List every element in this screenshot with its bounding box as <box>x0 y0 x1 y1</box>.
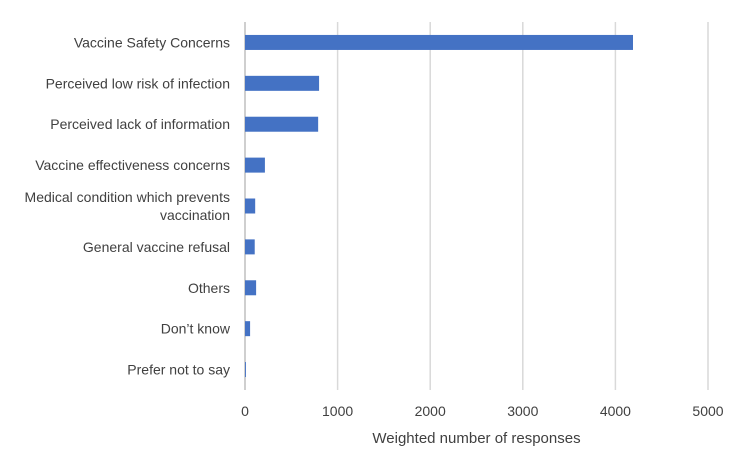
category-label: Medical condition which prevents vaccinat… <box>25 189 230 223</box>
x-tick-label: 1000 <box>322 403 353 419</box>
bar <box>245 280 257 296</box>
x-axis-title: Weighted number of responses <box>372 430 580 447</box>
category-labels: Vaccine Safety Concerns Perceived low ris… <box>25 34 231 377</box>
bar <box>245 116 319 132</box>
x-tick-label: 3000 <box>507 403 538 419</box>
bar <box>245 321 251 337</box>
x-tick-label: 4000 <box>600 403 631 419</box>
category-label: Others <box>188 280 230 296</box>
x-tick-label: 2000 <box>415 403 446 419</box>
x-tick-label: 5000 <box>692 403 723 419</box>
bar <box>245 34 633 50</box>
category-label: Vaccine Safety Concerns <box>74 34 230 50</box>
category-label: General vaccine refusal <box>83 239 230 255</box>
bar <box>245 362 246 378</box>
category-label: Don’t know <box>161 321 231 337</box>
category-label: Perceived low risk of infection <box>46 75 230 91</box>
bar <box>245 75 320 91</box>
bars <box>245 34 633 378</box>
x-tick-labels: 0 1000 2000 3000 4000 5000 <box>241 403 724 419</box>
bar <box>245 239 255 255</box>
category-label: Vaccine effectiveness concerns <box>35 157 230 173</box>
category-label: Perceived lack of information <box>50 116 230 132</box>
x-tick-label: 0 <box>241 403 249 419</box>
bar <box>245 157 265 173</box>
category-label: Prefer not to say <box>127 362 230 378</box>
bar <box>245 198 256 214</box>
